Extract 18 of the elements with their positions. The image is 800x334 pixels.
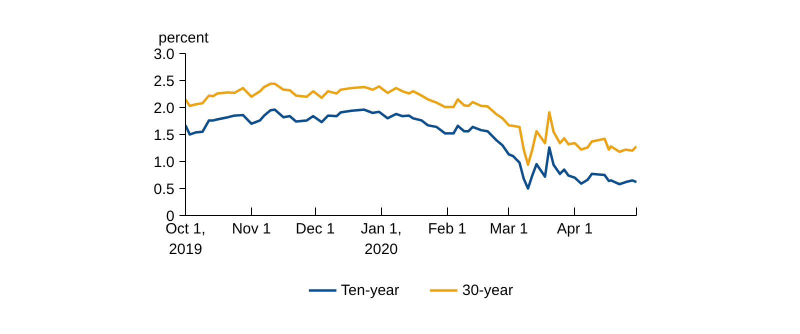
legend-label: 30-year [462,282,514,298]
y-tick-label: 2.0 [154,100,175,117]
y-axis-title: percent [158,30,210,46]
y-tick-label: 3.0 [154,46,175,63]
x-tick-label: Jan 1, 2020 [360,220,402,258]
x-tick-label: Dec 1 [296,220,335,238]
y-tick-label: 1.5 [154,127,175,144]
x-tick-label: Mar 1 [490,220,528,238]
legend-label: Ten-year [340,282,400,298]
y-tick-label: 0.5 [154,181,175,198]
x-tick-label: Apr 1 [556,220,593,238]
x-tick-label: Nov 1 [232,220,272,238]
x-tick-label: Oct 1, 2019 [165,220,206,258]
x-tick-label: Feb 1 [428,220,466,238]
line-series [186,82,636,166]
line-series [186,108,636,190]
y-tick-label: 1.0 [154,154,175,171]
y-tick-label: 2.5 [154,73,175,90]
